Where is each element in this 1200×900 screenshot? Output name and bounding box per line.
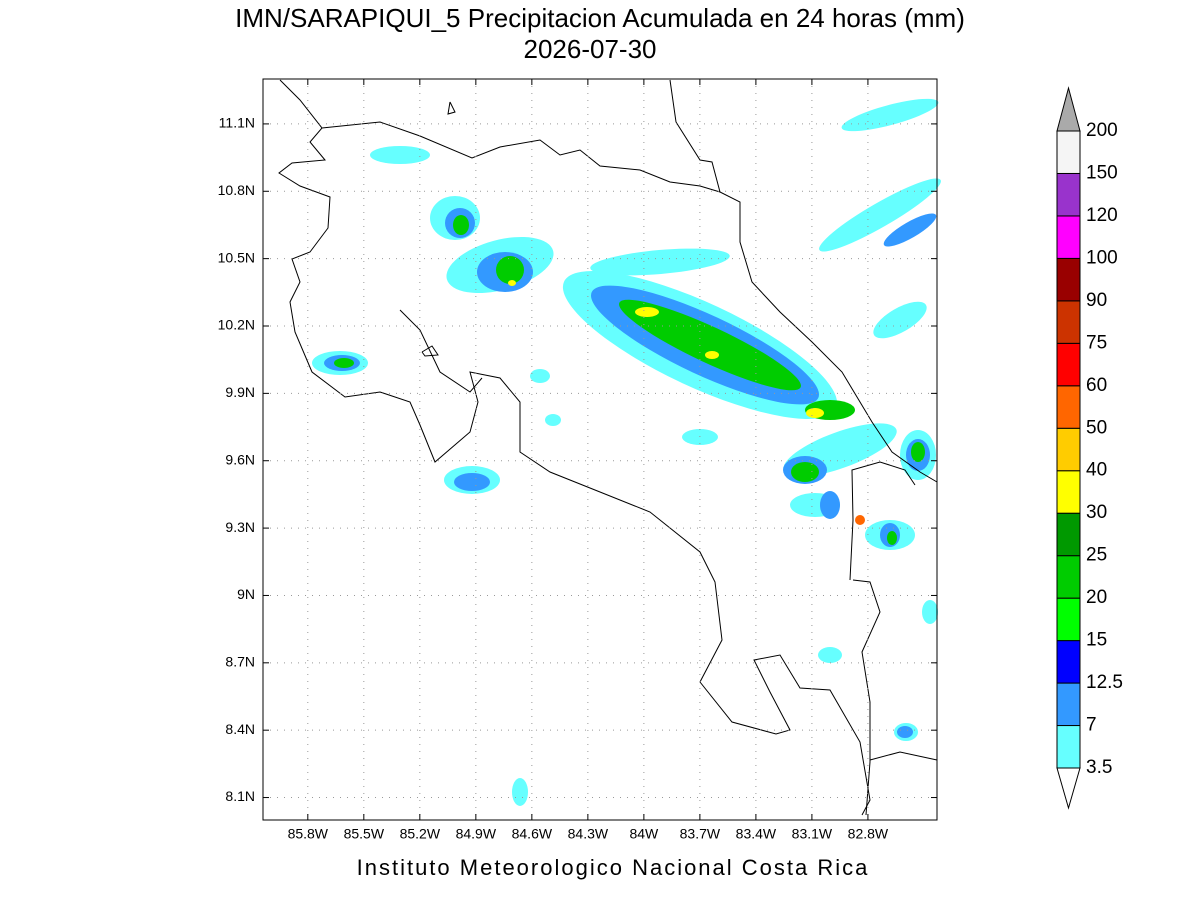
y-tick-label: 10.5N: [218, 249, 255, 265]
colorbar-segment: [1056, 470, 1081, 514]
colorbar-segment: [1056, 257, 1081, 302]
colorbar-label: 25: [1086, 545, 1107, 566]
y-tick-label: 9N: [237, 586, 255, 602]
y-tick-label: 9.9N: [225, 384, 255, 400]
colorbar-label: 100: [1086, 247, 1118, 268]
footer: Instituto Meteorologico Nacional Costa R…: [357, 855, 870, 880]
colorbar-segment: [1056, 555, 1081, 599]
x-tick-label: 82.8W: [848, 826, 889, 842]
colorbar-segment: [1056, 342, 1081, 387]
y-tick-label: 8.4N: [225, 721, 255, 737]
y-tick-label: 9.3N: [225, 519, 255, 535]
x-tick-label: 84W: [629, 826, 659, 842]
precipitation-field: [312, 98, 941, 806]
x-tick-label: 85.2W: [400, 826, 441, 842]
colorbar-label: 40: [1086, 460, 1107, 481]
colorbar-segment: [1056, 215, 1081, 259]
colorbar-label: 60: [1086, 375, 1107, 396]
colorbar-segment: [1056, 512, 1081, 557]
date: 2026-07-30: [524, 34, 657, 64]
colorbar-label: 30: [1086, 502, 1107, 523]
x-tick-label: 83.4W: [736, 826, 777, 842]
colorbar-label: 3.5: [1086, 757, 1112, 778]
y-tick-label: 8.7N: [225, 654, 255, 670]
x-tick-label: 84.3W: [568, 826, 609, 842]
colorbar-segment: [1056, 300, 1081, 344]
colorbar-label: 12.5: [1086, 672, 1123, 693]
colorbar-label: 7: [1086, 715, 1097, 736]
colorbar-over: [1056, 86, 1081, 132]
colorbar-segment: [1056, 385, 1081, 429]
colorbar-segment: [1056, 725, 1081, 769]
colorbar-label: 90: [1086, 290, 1107, 311]
x-tick-label: 85.8W: [288, 826, 329, 842]
x-tick-label: 84.9W: [456, 826, 497, 842]
colorbar-segment: [1056, 130, 1081, 174]
x-tick-label: 83.1W: [792, 826, 833, 842]
y-tick-label: 9.6N: [225, 451, 255, 467]
y-tick-label: 10.8N: [218, 182, 255, 198]
colorbar-segment: [1056, 427, 1081, 472]
colorbar-label: 150: [1086, 162, 1118, 183]
colorbar-segment: [1056, 597, 1081, 642]
x-tick-label: 84.6W: [512, 826, 553, 842]
colorbar-label: 20: [1086, 587, 1107, 608]
colorbar-label: 75: [1086, 332, 1107, 353]
y-tick-label: 11.1N: [219, 115, 255, 131]
colorbar-label: 200: [1086, 120, 1118, 141]
colorbar-under: [1056, 767, 1081, 810]
colorbar-segment: [1056, 682, 1081, 727]
colorbar-label: 120: [1086, 205, 1118, 226]
colorbar-segment: [1056, 172, 1081, 217]
map-frame: [262, 78, 938, 821]
y-tick-label: 8.1N: [225, 788, 255, 804]
x-tick-label: 83.7W: [680, 826, 721, 842]
colorbar-segment: [1056, 640, 1081, 684]
colorbar-label: 50: [1086, 417, 1107, 438]
colorbar-label: 15: [1086, 630, 1107, 651]
title: IMN/SARAPIQUI_5 Precipitacion Acumulada …: [235, 3, 965, 33]
y-tick-label: 10.2N: [218, 317, 255, 333]
x-tick-label: 85.5W: [344, 826, 385, 842]
